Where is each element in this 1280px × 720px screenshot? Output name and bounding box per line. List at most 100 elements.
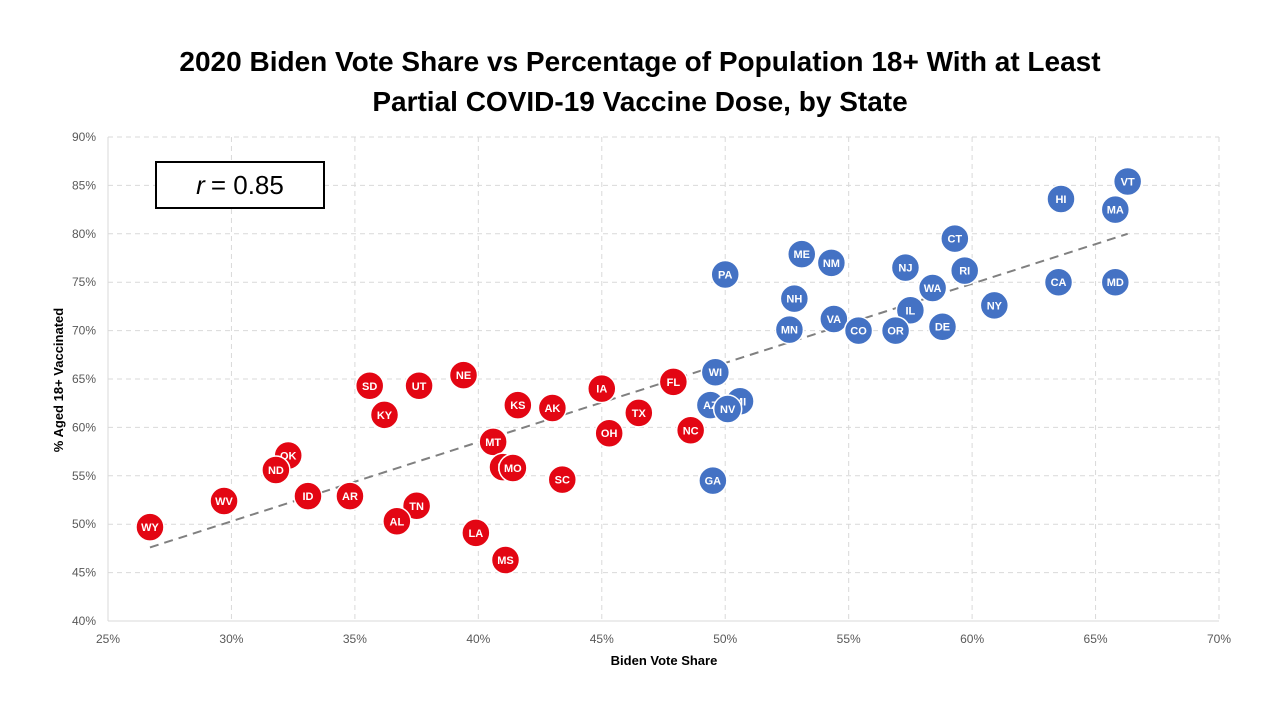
state-point-il: IL <box>895 295 926 326</box>
state-marker <box>779 283 810 314</box>
state-label: MO <box>504 463 522 475</box>
state-marker <box>404 371 434 401</box>
state-label: AL <box>390 516 405 528</box>
chart-title-line-1: 2020 Biden Vote Share vs Percentage of P… <box>179 46 1101 77</box>
state-marker <box>624 398 654 428</box>
state-marker <box>843 315 874 346</box>
state-point-va: VA <box>819 304 849 334</box>
state-label: NJ <box>898 263 912 275</box>
state-label: IA <box>596 384 607 396</box>
state-point-fl: FL <box>658 367 689 397</box>
state-marker <box>949 255 980 286</box>
state-point-nd: ND <box>261 455 291 485</box>
state-point-ar: AR <box>335 481 365 511</box>
chart-title-line-2: Partial COVID-19 Vaccine Dose, by State <box>372 86 908 117</box>
state-marker <box>917 273 948 303</box>
state-marker <box>1112 166 1143 197</box>
y-tick-label: 60% <box>72 420 96 434</box>
state-marker <box>401 491 432 521</box>
state-marker <box>658 367 689 397</box>
state-marker <box>461 518 491 548</box>
state-label: AK <box>544 403 560 415</box>
state-label: HI <box>1055 194 1066 206</box>
y-tick-label: 40% <box>72 614 96 628</box>
state-marker <box>675 415 706 446</box>
state-label: TX <box>632 408 647 420</box>
state-marker <box>940 223 970 254</box>
x-tick-label: 55% <box>837 632 861 646</box>
state-label: DE <box>935 322 950 334</box>
state-label: MT <box>485 437 501 449</box>
state-label: PA <box>718 269 733 281</box>
state-marker <box>1046 184 1076 214</box>
state-label: OR <box>887 326 904 338</box>
state-marker <box>369 400 400 430</box>
correlation-box: r = 0.85 <box>155 161 325 209</box>
y-tick-label: 65% <box>72 372 96 386</box>
state-marker <box>594 418 624 448</box>
state-marker <box>498 453 528 483</box>
state-label: KY <box>377 410 393 422</box>
y-tick-labels: 40% 45% 50% 55% 60% 65% 70% 75% 80% 85% 90% <box>72 130 96 628</box>
state-label: NH <box>786 294 802 306</box>
state-marker <box>774 314 805 345</box>
state-point-wi: WI <box>700 357 731 387</box>
state-marker <box>293 481 323 511</box>
x-tick-label: 35% <box>343 632 367 646</box>
state-marker <box>382 506 412 537</box>
state-label: VT <box>1121 177 1135 189</box>
state-point-hi: HI <box>1046 184 1076 214</box>
state-label: KS <box>510 400 525 412</box>
state-marker <box>448 360 479 390</box>
state-marker <box>490 545 521 575</box>
state-marker <box>354 371 385 401</box>
state-point-ms: MS <box>490 545 521 575</box>
state-marker <box>587 373 617 404</box>
state-label: IL <box>905 305 915 317</box>
state-label: CT <box>947 234 962 246</box>
state-marker <box>1100 267 1131 297</box>
state-label: MS <box>497 555 514 567</box>
state-marker <box>1100 194 1131 225</box>
state-marker <box>816 248 847 278</box>
state-point-ne: NE <box>448 360 479 390</box>
state-label: LA <box>469 528 484 540</box>
state-label: WY <box>141 522 159 534</box>
state-label: ID <box>302 491 313 503</box>
state-point-sc: SC <box>547 464 578 495</box>
state-label: UT <box>412 381 427 393</box>
state-point-or: OR <box>880 315 911 346</box>
state-label: ND <box>268 465 284 477</box>
state-label: MN <box>781 325 798 337</box>
state-label: NV <box>720 404 736 416</box>
state-marker <box>478 427 508 457</box>
x-tick-labels: 25% 30% 35% 40% 45% 50% 55% 60% 65% 70% <box>96 632 1231 646</box>
x-tick-label: 25% <box>96 632 120 646</box>
state-label: NC <box>683 425 699 437</box>
state-marker <box>537 393 568 423</box>
y-tick-label: 45% <box>72 566 96 580</box>
x-tick-label: 65% <box>1084 632 1108 646</box>
y-tick-label: 55% <box>72 469 96 483</box>
state-marker <box>261 455 291 485</box>
state-point-ak: AK <box>537 393 568 423</box>
state-marker <box>895 295 926 326</box>
state-point-wy: WY <box>135 512 165 542</box>
state-label: CA <box>1051 277 1067 289</box>
state-point-md: MD <box>1100 267 1131 297</box>
state-point-ri: RI <box>949 255 980 286</box>
y-tick-label: 80% <box>72 227 96 241</box>
state-label: WA <box>924 283 942 295</box>
state-label: GA <box>705 476 722 488</box>
state-marker <box>979 290 1010 321</box>
state-point-ks: KS <box>503 390 533 420</box>
state-point-vt: VT <box>1112 166 1143 197</box>
state-point-me: ME <box>787 239 817 269</box>
state-point-de: DE <box>927 311 958 342</box>
state-marker <box>503 390 533 420</box>
state-label: NY <box>987 300 1003 312</box>
x-tick-label: 50% <box>713 632 737 646</box>
state-point-ia: IA <box>587 373 617 404</box>
state-label: MD <box>1107 277 1124 289</box>
